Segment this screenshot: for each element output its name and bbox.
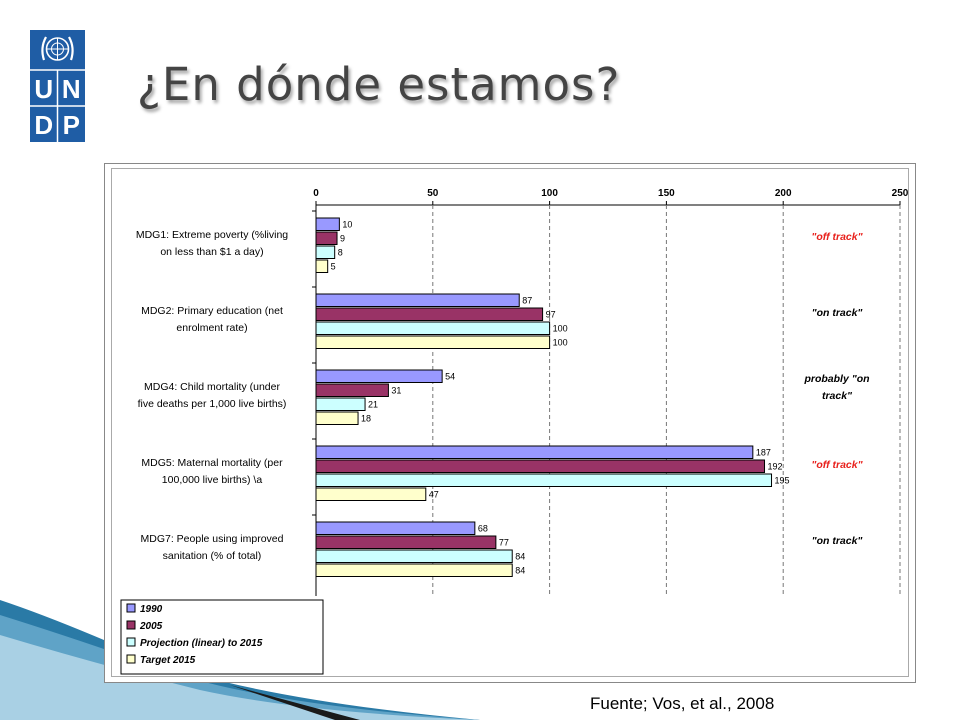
legend-swatch [126, 637, 136, 647]
x-tick-label: 50 [427, 188, 439, 199]
legend-swatch [126, 654, 136, 664]
category-label: on less than $1 a day) [160, 246, 263, 258]
bar [315, 259, 329, 273]
category-label: MDG2: Primary education (net [141, 305, 283, 317]
bar-value-label: 31 [391, 386, 401, 396]
bar [315, 369, 443, 383]
bar-value-label: 54 [445, 372, 455, 382]
status-label: "off track" [811, 231, 863, 243]
x-tick-label: 250 [892, 188, 909, 199]
bar [315, 231, 338, 245]
x-tick-label: 150 [658, 188, 675, 199]
bar [315, 487, 427, 501]
legend-label: Target 2015 [140, 655, 196, 666]
category-label: MDG4: Child mortality (under [144, 381, 280, 393]
un-emblem [41, 36, 74, 61]
logo-letter-n: N [62, 74, 81, 104]
status-label: probably "on [803, 373, 869, 385]
bar-value-label: 84 [515, 566, 525, 576]
legend-label: 2005 [139, 621, 163, 632]
bar [315, 521, 476, 535]
category-label: MDG7: People using improved [141, 533, 284, 545]
bars: 10 9 85 87 97 100 100 54 31 21 18 187 192 195 47 68 77 84… [315, 217, 790, 577]
undp-logo: U N D P [30, 30, 85, 142]
chart-inner-frame [111, 168, 909, 677]
x-axis-ticks: 0 50 100 150 200 250 [313, 188, 909, 205]
mdg-chart: 0 50 100 150 200 250 MDG1: Extreme poverty (%… [104, 163, 916, 683]
legend-swatch [126, 620, 136, 630]
status-labels: "off track" "on track" probably "on track" "… [803, 231, 869, 547]
logo-letter-p: P [63, 110, 80, 140]
bar [315, 307, 544, 321]
bar [315, 245, 336, 259]
category-label: enrolment rate) [176, 322, 247, 334]
slide-title: ¿En dónde estamos? [137, 58, 621, 111]
category-label: five deaths per 1,000 live births) [138, 398, 287, 410]
bar-value-label: 8 [338, 248, 343, 258]
status-label: "on track" [812, 307, 864, 319]
bar-value-label: 77 [499, 538, 509, 548]
legend-box [120, 599, 324, 675]
status-label: "on track" [812, 535, 864, 547]
bar-value-label: 68 [478, 524, 488, 534]
bar-value-label: 5 [331, 262, 336, 272]
status-label: "off track" [811, 459, 863, 471]
bar [315, 473, 773, 487]
bar [315, 335, 551, 349]
bar [315, 397, 366, 411]
bar-value-label: 9 [340, 234, 345, 244]
bar-value-label: 100 [553, 324, 568, 334]
bar [315, 445, 754, 459]
bar [315, 459, 766, 473]
bar [315, 217, 340, 231]
bar-value-label: 100 [553, 338, 568, 348]
bar-value-label: 21 [368, 400, 378, 410]
chart-legend: 1990 2005 Projection (linear) to 2015 Targe… [120, 599, 324, 675]
x-tick-label: 0 [313, 188, 319, 199]
bar-value-label: 84 [515, 552, 525, 562]
source-citation: Fuente; Vos, et al., 2008 [590, 694, 775, 713]
bar-value-label: 192 [768, 462, 783, 472]
category-label: MDG1: Extreme poverty (%living [136, 229, 288, 241]
bar-value-label: 18 [361, 414, 371, 424]
decorative-swoosh [0, 600, 480, 720]
category-label: sanitation (% of total) [163, 550, 262, 562]
bar-value-label: 10 [342, 220, 352, 230]
bar [315, 383, 389, 397]
logo-letter-d: D [34, 110, 53, 140]
status-label: track" [822, 390, 853, 402]
bar [315, 549, 513, 563]
x-tick-label: 100 [541, 188, 558, 199]
bar [315, 563, 513, 577]
bar-value-label: 195 [775, 476, 790, 486]
bar-value-label: 187 [756, 448, 771, 458]
category-label: 100,000 live births) \a [162, 474, 263, 486]
legend-label: Projection (linear) to 2015 [140, 638, 263, 649]
x-tick-label: 200 [775, 188, 792, 199]
legend-label: 1990 [140, 604, 163, 615]
category-labels: MDG1: Extreme poverty (%living on less th… [136, 229, 288, 562]
bar [315, 535, 497, 549]
legend-swatch [126, 603, 136, 613]
bar [315, 321, 551, 335]
bar [315, 411, 359, 425]
bar [315, 293, 520, 307]
bar-value-label: 97 [546, 310, 556, 320]
bar-value-label: 47 [429, 490, 439, 500]
bar-value-label: 87 [522, 296, 532, 306]
logo-letter-u: U [34, 74, 53, 104]
category-label: MDG5: Maternal mortality (per [141, 457, 283, 469]
